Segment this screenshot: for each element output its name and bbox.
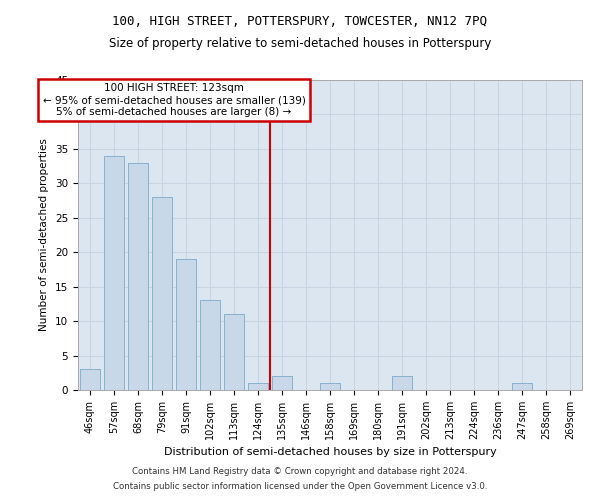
Text: Contains public sector information licensed under the Open Government Licence v3: Contains public sector information licen… <box>113 482 487 491</box>
Bar <box>392 376 412 390</box>
Bar <box>200 300 220 390</box>
Bar <box>80 370 100 390</box>
Bar <box>248 383 268 390</box>
Bar <box>320 383 340 390</box>
Bar <box>272 376 292 390</box>
Bar <box>128 162 148 390</box>
Bar <box>152 197 172 390</box>
Bar <box>224 314 244 390</box>
Text: Size of property relative to semi-detached houses in Potterspury: Size of property relative to semi-detach… <box>109 38 491 51</box>
X-axis label: Distribution of semi-detached houses by size in Potterspury: Distribution of semi-detached houses by … <box>164 448 496 458</box>
Text: 100 HIGH STREET: 123sqm
← 95% of semi-detached houses are smaller (139)
5% of se: 100 HIGH STREET: 123sqm ← 95% of semi-de… <box>43 84 305 116</box>
Bar <box>176 259 196 390</box>
Bar <box>512 383 532 390</box>
Text: Contains HM Land Registry data © Crown copyright and database right 2024.: Contains HM Land Registry data © Crown c… <box>132 467 468 476</box>
Bar <box>104 156 124 390</box>
Text: 100, HIGH STREET, POTTERSPURY, TOWCESTER, NN12 7PQ: 100, HIGH STREET, POTTERSPURY, TOWCESTER… <box>113 15 487 28</box>
Y-axis label: Number of semi-detached properties: Number of semi-detached properties <box>40 138 49 332</box>
